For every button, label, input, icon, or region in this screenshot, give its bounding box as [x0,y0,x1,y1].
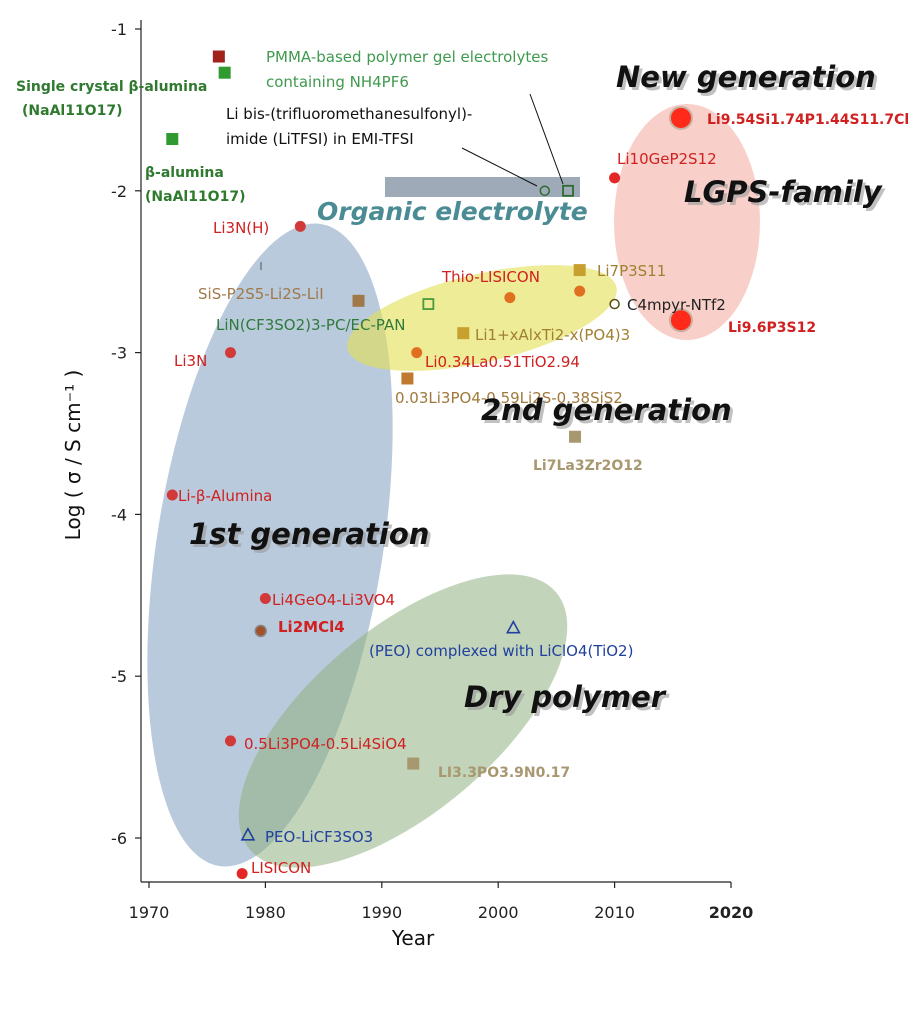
label-pmma-line2: containing NH4PF6 [266,73,409,91]
point-alumina-naal11o17 [166,133,179,146]
region-labels: New generation New generation LGPS-famil… [189,60,886,717]
point-li2mcl4 [254,624,267,638]
point-0-03li3po4-0-59li2s-0-38sis2 [401,372,414,385]
point-sis-p2s5-li2s-lii [352,294,365,307]
litfsi-connector [461,147,538,187]
label-lin-pan: LiN(CF3SO2)3-PC/EC-PAN [216,316,405,334]
label-li2mcl4: Li2MCl4 [278,618,345,636]
label-lsipscl: Li9.54Si1.74P1.44S11.7Cl0.3 [707,112,908,128]
y-tick-label: -4 [111,505,127,524]
x-tick-label: 2020 [709,903,754,922]
region-layer [147,104,760,868]
point-li3-3po3-9n0-17 [407,757,420,770]
point-c4mpyr-ntf2 [609,298,620,310]
label-litfsi-line1: Li bis-(trifluoromethanesulfonyl)- [226,105,472,123]
point-pmma-based-polymer-gel-electrolytes-cont [562,184,574,197]
label-lgps-family: LGPS-family [684,175,883,209]
label-li3po4-li4sio4: 0.5Li3PO4-0.5Li4SiO4 [244,735,407,753]
label-1st-generation-shadow: 1st generation [192,520,432,554]
point-li-bis-trifluoromethanesulfonyl-imide-li [539,185,551,197]
label-lgps: Li10GeP2S12 [617,150,717,168]
label-li7p3s11: Li7P3S11 [597,262,666,280]
label-pmma-line1: PMMA-based polymer gel electrolytes [266,48,548,66]
axes: 1970 1980 1990 2000 2010 2020 -1 -2 -3 -4 -5 -6 Ye… [61,20,753,950]
point-li9-6p3s12 [668,308,693,333]
y-tick-label: -1 [111,20,127,39]
point-lisicon [236,868,248,880]
region-2nd-generation [347,265,617,371]
label-sc-beta-line1: Single crystal β-alumina [16,79,207,95]
y-ticks: -1 -2 -3 -4 -5 -6 [111,20,141,848]
point-0-5li3po4-0-5li4sio4 [224,735,236,747]
label-new-generation: New generation [616,60,876,94]
point-peo-licf3so3 [240,827,256,841]
point-li7p3s11 [573,264,586,277]
y-tick-label: -3 [111,344,127,363]
point-li-alumina [166,489,178,501]
point-li9-54si1-74p1-44s11-7cl0-3 [668,105,693,130]
label-li4geo4: Li4GeO4-Li3VO4 [272,591,395,609]
label-li3po4-sis2: 0.03Li3PO4-0.59Li2S-0.38SiS2 [395,389,623,407]
label-c4mpyr: C4mpyr-NTf2 [627,296,726,314]
pmma-connector [529,93,564,185]
label-beta-line2: (NaAl11O17) [145,189,245,205]
point-alumina-naal11o17-top [212,50,225,63]
label-organic-electrolyte: Organic electrolyte [317,197,588,226]
point-lin-cf3so2-3-pc-ec-pan [422,298,435,310]
label-2nd-generation: 2nd generation [481,393,732,427]
label-peo-clo4: (PEO) complexed with LiClO4(TiO2) [369,642,633,660]
x-tick-label: 1990 [361,903,402,922]
data-points [166,50,693,880]
label-sc-beta-line2: (NaAl11O17) [22,103,122,119]
point-li4geo4-li3vo4 [259,593,271,605]
y-tick-label: -5 [111,667,127,686]
x-axis-title: Year [391,926,435,950]
region-organic-electrolyte [385,177,580,197]
point-single-crystal-alumina-naal11o17 [218,66,231,79]
region-lgps-family [614,104,760,340]
point-labels: LISICON PEO-LiCF3SO3 0.5Li3PO4-0.5Li4SiO… [16,48,908,877]
connectors [461,93,564,187]
label-llzo: Li7La3Zr2O12 [533,458,643,474]
point-li10gep2s12 [609,172,621,184]
x-ticks: 1970 1980 1990 2000 2010 2020 [129,882,754,922]
label-beta-line1: β-alumina [145,165,224,181]
label-lipon: LI3.3PO3.9N0.17 [438,765,570,781]
label-li3n: Li3N [174,352,207,370]
y-axis-title: Log ( σ / S cm⁻¹ ) [61,370,85,541]
x-tick-label: 1980 [245,903,286,922]
point-li0-34la0-51tio2-94 [411,347,423,359]
point-li3n [224,347,236,359]
label-latp: Li1+xAlxTi2-x(PO4)3 [475,326,630,344]
y-tick-label: -6 [111,829,127,848]
point-li7la3zr2o12 [569,430,582,443]
label-litfsi-line2: imide (LiTFSI) in EMI-TFSI [226,130,414,148]
label-sis-p2s5: SiS-P2S5-Li2S-LiI [198,285,324,303]
label-li-beta-alumina: Li-β-Alumina [178,487,272,505]
label-lgps-family-shadow: LGPS-family [687,178,886,212]
label-llto: Li0.34La0.51TiO2.94 [425,353,580,371]
label-lps: Li9.6P3S12 [728,320,816,336]
label-dry-polymer-shadow: Dry polymer [467,683,670,717]
region-dry-polymer [238,574,568,868]
label-li3n-h: Li3N(H) [213,219,269,237]
label-dry-polymer: Dry polymer [464,680,667,714]
x-tick-label: 2000 [478,903,519,922]
x-tick-label: 1970 [129,903,170,922]
label-peo-licf3so3: PEO-LiCF3SO3 [265,828,373,846]
label-2nd-generation-shadow: 2nd generation [484,396,735,430]
point-li7p3s11-2 [574,285,586,297]
label-lisicon: LISICON [251,859,311,877]
label-new-generation-shadow: New generation [619,63,879,97]
label-1st-generation: 1st generation [189,517,429,551]
x-tick-label: 2010 [594,903,635,922]
y-tick-label: -2 [111,182,127,201]
point-thio-lisicon [504,292,516,304]
point-peo-complexed-with-liclo4-tio2 [505,619,521,634]
label-thio-lisicon: Thio-LISICON [441,268,540,286]
point-li1-xalxti2-x-po4-3 [457,327,470,340]
point-li3n-h [294,220,306,232]
